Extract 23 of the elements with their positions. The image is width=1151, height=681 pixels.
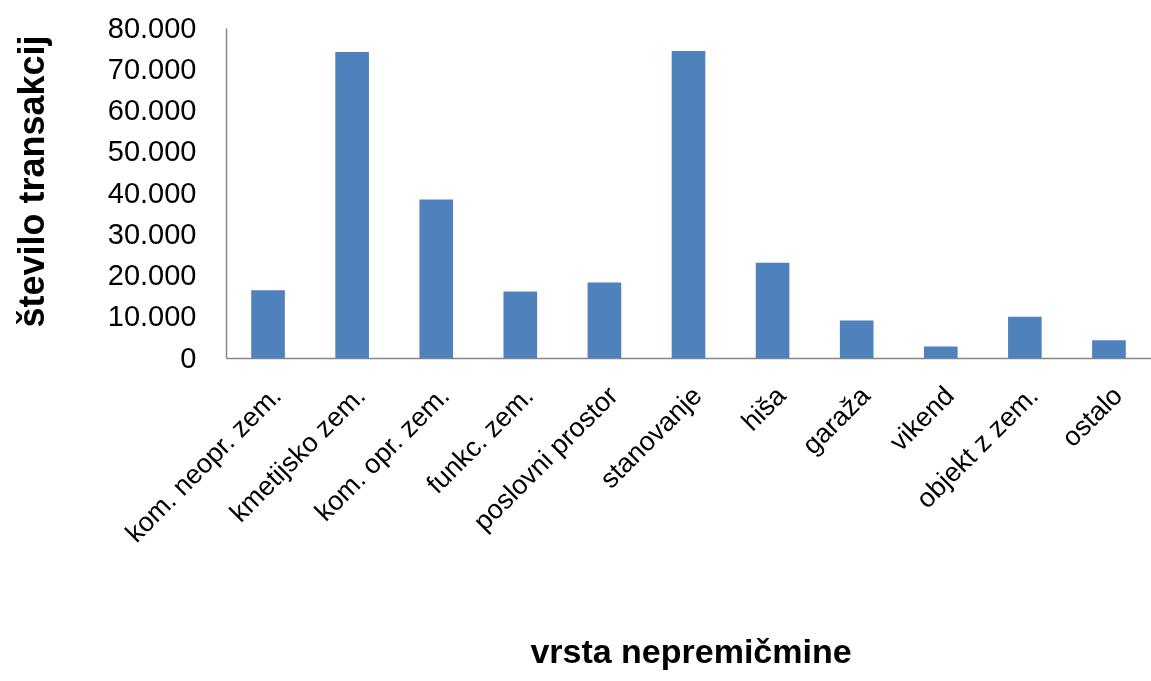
y-tick-label: 80.000 (107, 11, 197, 44)
x-tick-label: hiša (735, 379, 793, 437)
bar (839, 320, 874, 358)
y-tick-label: 40.000 (107, 176, 197, 209)
y-tick-label: 20.000 (107, 259, 197, 291)
bar (755, 262, 790, 358)
y-tick-label: 50.000 (107, 135, 197, 168)
y-tick-label: 10.000 (107, 300, 197, 333)
y-tick-label: 0 (180, 341, 197, 374)
x-axis-title: vrsta nepremičmine (530, 631, 852, 670)
bar (923, 346, 958, 358)
bar (1008, 316, 1042, 358)
y-axis-title: število transakcij (10, 35, 52, 328)
bar (503, 291, 538, 358)
bar (251, 290, 285, 358)
bar (587, 282, 622, 358)
y-tick-label: 30.000 (107, 217, 197, 250)
bar (419, 199, 454, 358)
bar (671, 51, 706, 358)
bar (1092, 340, 1126, 358)
bar (335, 51, 369, 358)
y-tick-label: 60.000 (107, 94, 197, 126)
y-tick-label: 70.000 (107, 52, 197, 85)
